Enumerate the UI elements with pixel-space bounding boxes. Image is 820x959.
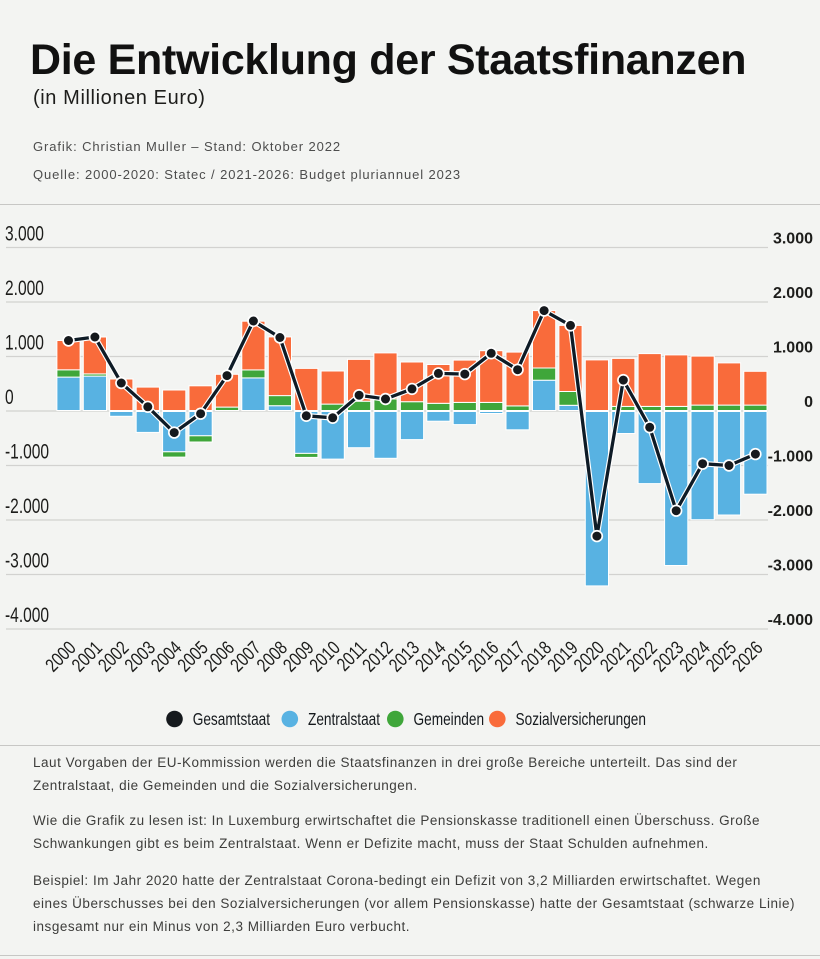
svg-text:-1.000: -1.000 bbox=[768, 449, 813, 466]
svg-text:3.000: 3.000 bbox=[773, 231, 813, 248]
svg-text:3.000: 3.000 bbox=[5, 221, 44, 245]
svg-text:Zentralstaat: Zentralstaat bbox=[308, 711, 381, 730]
svg-text:-2.000: -2.000 bbox=[768, 503, 813, 520]
svg-text:-2.000: -2.000 bbox=[5, 494, 49, 518]
svg-text:Gemeinden: Gemeinden bbox=[414, 711, 485, 730]
svg-text:2026: 2026 bbox=[728, 637, 768, 677]
svg-text:1.000: 1.000 bbox=[5, 330, 44, 354]
svg-text:-3.000: -3.000 bbox=[5, 548, 49, 572]
svg-text:-4.000: -4.000 bbox=[5, 603, 49, 627]
svg-text:Gesamtstaat: Gesamtstaat bbox=[193, 711, 271, 730]
svg-text:-4.000: -4.000 bbox=[768, 612, 813, 629]
svg-text:2.000: 2.000 bbox=[5, 276, 44, 300]
svg-text:-1.000: -1.000 bbox=[5, 439, 49, 463]
svg-text:Sozialversicherungen: Sozialversicherungen bbox=[516, 711, 646, 730]
svg-text:2.000: 2.000 bbox=[773, 285, 813, 302]
svg-text:1.000: 1.000 bbox=[773, 340, 813, 357]
svg-text:0: 0 bbox=[804, 394, 813, 411]
svg-text:0: 0 bbox=[5, 385, 14, 409]
svg-text:-3.000: -3.000 bbox=[768, 558, 813, 575]
